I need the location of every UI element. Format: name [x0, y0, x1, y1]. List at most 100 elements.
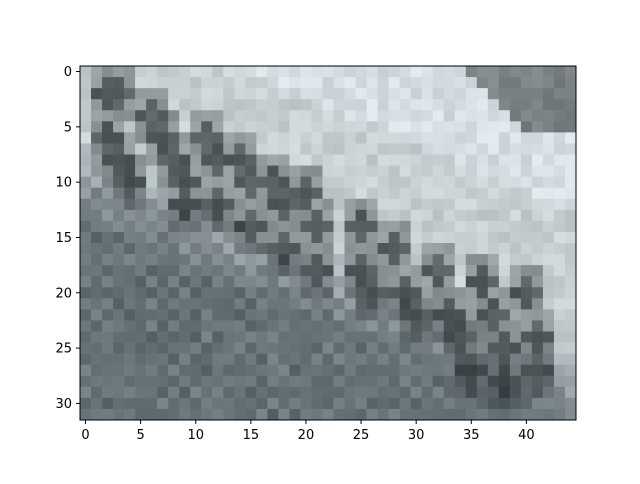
- heatmap-cell: [355, 331, 367, 343]
- heatmap-cell: [201, 99, 213, 111]
- heatmap-cell: [421, 176, 434, 188]
- heatmap-cell: [333, 198, 345, 211]
- heatmap-cell: [388, 187, 400, 200]
- heatmap-cell: [124, 165, 136, 177]
- heatmap-cell: [168, 276, 180, 288]
- heatmap-cell: [289, 165, 301, 177]
- heatmap-cell: [91, 176, 103, 188]
- heatmap-cell: [311, 209, 323, 222]
- heatmap-cell: [410, 110, 422, 122]
- heatmap-cell: [520, 121, 533, 133]
- heatmap-cell: [542, 331, 555, 343]
- heatmap-cell: [146, 287, 158, 299]
- heatmap-cell: [377, 231, 389, 244]
- heatmap-cell: [322, 298, 334, 310]
- heatmap-cell: [388, 231, 400, 244]
- heatmap-cell: [102, 132, 114, 144]
- heatmap-cell: [509, 66, 522, 78]
- heatmap-cell: [289, 88, 301, 100]
- heatmap-cell: [146, 353, 158, 365]
- heatmap-cell: [91, 198, 103, 211]
- heatmap-cell: [432, 198, 445, 211]
- heatmap-cell: [245, 198, 257, 211]
- heatmap-cell: [267, 342, 279, 354]
- heatmap-cell: [289, 154, 301, 166]
- heatmap-cell: [201, 364, 213, 377]
- heatmap-cell: [289, 66, 301, 78]
- heatmap-cell: [223, 342, 235, 354]
- heatmap-cell: [278, 309, 290, 321]
- heatmap-cell: [388, 386, 400, 399]
- heatmap-cell: [91, 66, 103, 78]
- heatmap-cell: [80, 176, 92, 188]
- heatmap-cell: [256, 231, 268, 244]
- heatmap-cell: [564, 342, 577, 354]
- heatmap-cell: [366, 309, 378, 321]
- heatmap-cell: [454, 88, 467, 100]
- heatmap-cell: [102, 408, 114, 421]
- heatmap-cell: [553, 143, 566, 155]
- heatmap-cell: [377, 375, 389, 388]
- heatmap-cell: [553, 132, 566, 144]
- heatmap-cell: [311, 265, 323, 277]
- heatmap-cell: [267, 99, 279, 111]
- heatmap-cell: [476, 276, 489, 288]
- heatmap-cell: [465, 331, 478, 343]
- heatmap-cell: [179, 231, 191, 244]
- heatmap-cell: [311, 397, 323, 410]
- heatmap-cell: [355, 66, 367, 78]
- heatmap-cell: [377, 77, 389, 89]
- heatmap-cell: [443, 331, 456, 343]
- heatmap-cell: [289, 287, 301, 299]
- heatmap-cell: [344, 99, 356, 111]
- heatmap-cell: [355, 198, 367, 211]
- heatmap-cell: [201, 187, 213, 200]
- heatmap-cell: [113, 397, 125, 410]
- heatmap-cell: [377, 132, 389, 144]
- heatmap-cell: [377, 220, 389, 233]
- heatmap-cell: [366, 265, 378, 277]
- heatmap-cell: [102, 66, 114, 78]
- heatmap-cell: [234, 298, 246, 310]
- heatmap-cell: [322, 243, 334, 255]
- heatmap-cell: [179, 408, 191, 421]
- heatmap-cell: [531, 66, 544, 78]
- heatmap-cell: [190, 254, 202, 266]
- heatmap-cell: [531, 298, 544, 310]
- heatmap-cell: [157, 320, 169, 332]
- heatmap-cell: [322, 331, 334, 343]
- heatmap-cell: [542, 353, 555, 365]
- heatmap-cell: [102, 77, 114, 89]
- heatmap-cell: [520, 276, 533, 288]
- heatmap-cell: [476, 331, 489, 343]
- heatmap-cell: [113, 265, 125, 277]
- heatmap-cell: [168, 66, 180, 78]
- heatmap-cell: [289, 386, 301, 399]
- heatmap-cell: [201, 331, 213, 343]
- heatmap-cell: [399, 187, 411, 200]
- heatmap-cell: [388, 353, 400, 365]
- heatmap-cell: [531, 254, 544, 266]
- heatmap-cell: [476, 386, 489, 399]
- heatmap-cell: [542, 99, 555, 111]
- heatmap-cell: [487, 88, 500, 100]
- heatmap-cell: [322, 121, 334, 133]
- heatmap-cell: [157, 408, 169, 421]
- heatmap-cell: [124, 276, 136, 288]
- heatmap-cell: [256, 176, 268, 188]
- heatmap-cell: [289, 320, 301, 332]
- heatmap-cell: [80, 99, 92, 111]
- heatmap-cell: [223, 276, 235, 288]
- heatmap-cell: [322, 276, 334, 288]
- heatmap-cell: [234, 88, 246, 100]
- heatmap-cell: [421, 287, 434, 299]
- heatmap-cell: [520, 220, 533, 233]
- heatmap-cell: [245, 331, 257, 343]
- heatmap-cell: [179, 265, 191, 277]
- heatmap-cell: [542, 276, 555, 288]
- heatmap-cell: [157, 132, 169, 144]
- heatmap-cell: [520, 386, 533, 399]
- heatmap-cell: [531, 110, 544, 122]
- heatmap-cell: [333, 276, 345, 288]
